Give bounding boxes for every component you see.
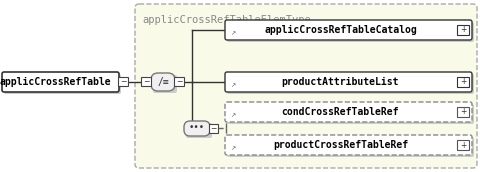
Bar: [118, 77, 128, 86]
Text: applicCrossRefTableElemType: applicCrossRefTableElemType: [142, 15, 310, 25]
Bar: [456, 25, 468, 35]
Text: applicCrossRefTable: applicCrossRefTable: [0, 77, 111, 87]
FancyBboxPatch shape: [2, 72, 119, 92]
Text: −: −: [120, 77, 126, 86]
FancyBboxPatch shape: [225, 20, 471, 40]
FancyBboxPatch shape: [186, 123, 212, 138]
FancyBboxPatch shape: [227, 104, 473, 124]
Text: −: −: [176, 77, 182, 86]
Bar: [141, 77, 151, 86]
Text: −: −: [143, 77, 149, 86]
Text: ↗: ↗: [229, 146, 235, 151]
Bar: [456, 140, 468, 150]
Text: productAttributeList: productAttributeList: [281, 77, 398, 87]
Text: +: +: [459, 25, 465, 35]
FancyBboxPatch shape: [227, 74, 473, 94]
Bar: [456, 107, 468, 117]
FancyBboxPatch shape: [135, 4, 476, 168]
Bar: [174, 77, 184, 86]
FancyBboxPatch shape: [184, 121, 210, 136]
Text: condCrossRefTableRef: condCrossRefTableRef: [281, 107, 398, 117]
Bar: [456, 77, 468, 87]
Text: +: +: [459, 108, 465, 116]
FancyBboxPatch shape: [227, 137, 473, 157]
FancyBboxPatch shape: [153, 75, 177, 93]
Text: •••: •••: [189, 123, 204, 132]
FancyBboxPatch shape: [225, 102, 471, 122]
Text: applicCrossRefTableCatalog: applicCrossRefTableCatalog: [264, 25, 416, 35]
Text: −: −: [210, 124, 216, 133]
FancyBboxPatch shape: [151, 73, 175, 91]
Text: ↗: ↗: [229, 113, 235, 118]
Text: /≡: /≡: [157, 77, 168, 87]
Bar: [209, 124, 217, 133]
FancyBboxPatch shape: [227, 22, 473, 42]
FancyBboxPatch shape: [4, 74, 121, 94]
Text: productCrossRefTableRef: productCrossRefTableRef: [272, 140, 407, 150]
Text: +: +: [459, 78, 465, 87]
FancyBboxPatch shape: [225, 72, 471, 92]
Text: ↗: ↗: [229, 83, 235, 88]
Text: +: +: [459, 141, 465, 149]
Text: ↗: ↗: [229, 31, 235, 36]
FancyBboxPatch shape: [225, 135, 471, 155]
